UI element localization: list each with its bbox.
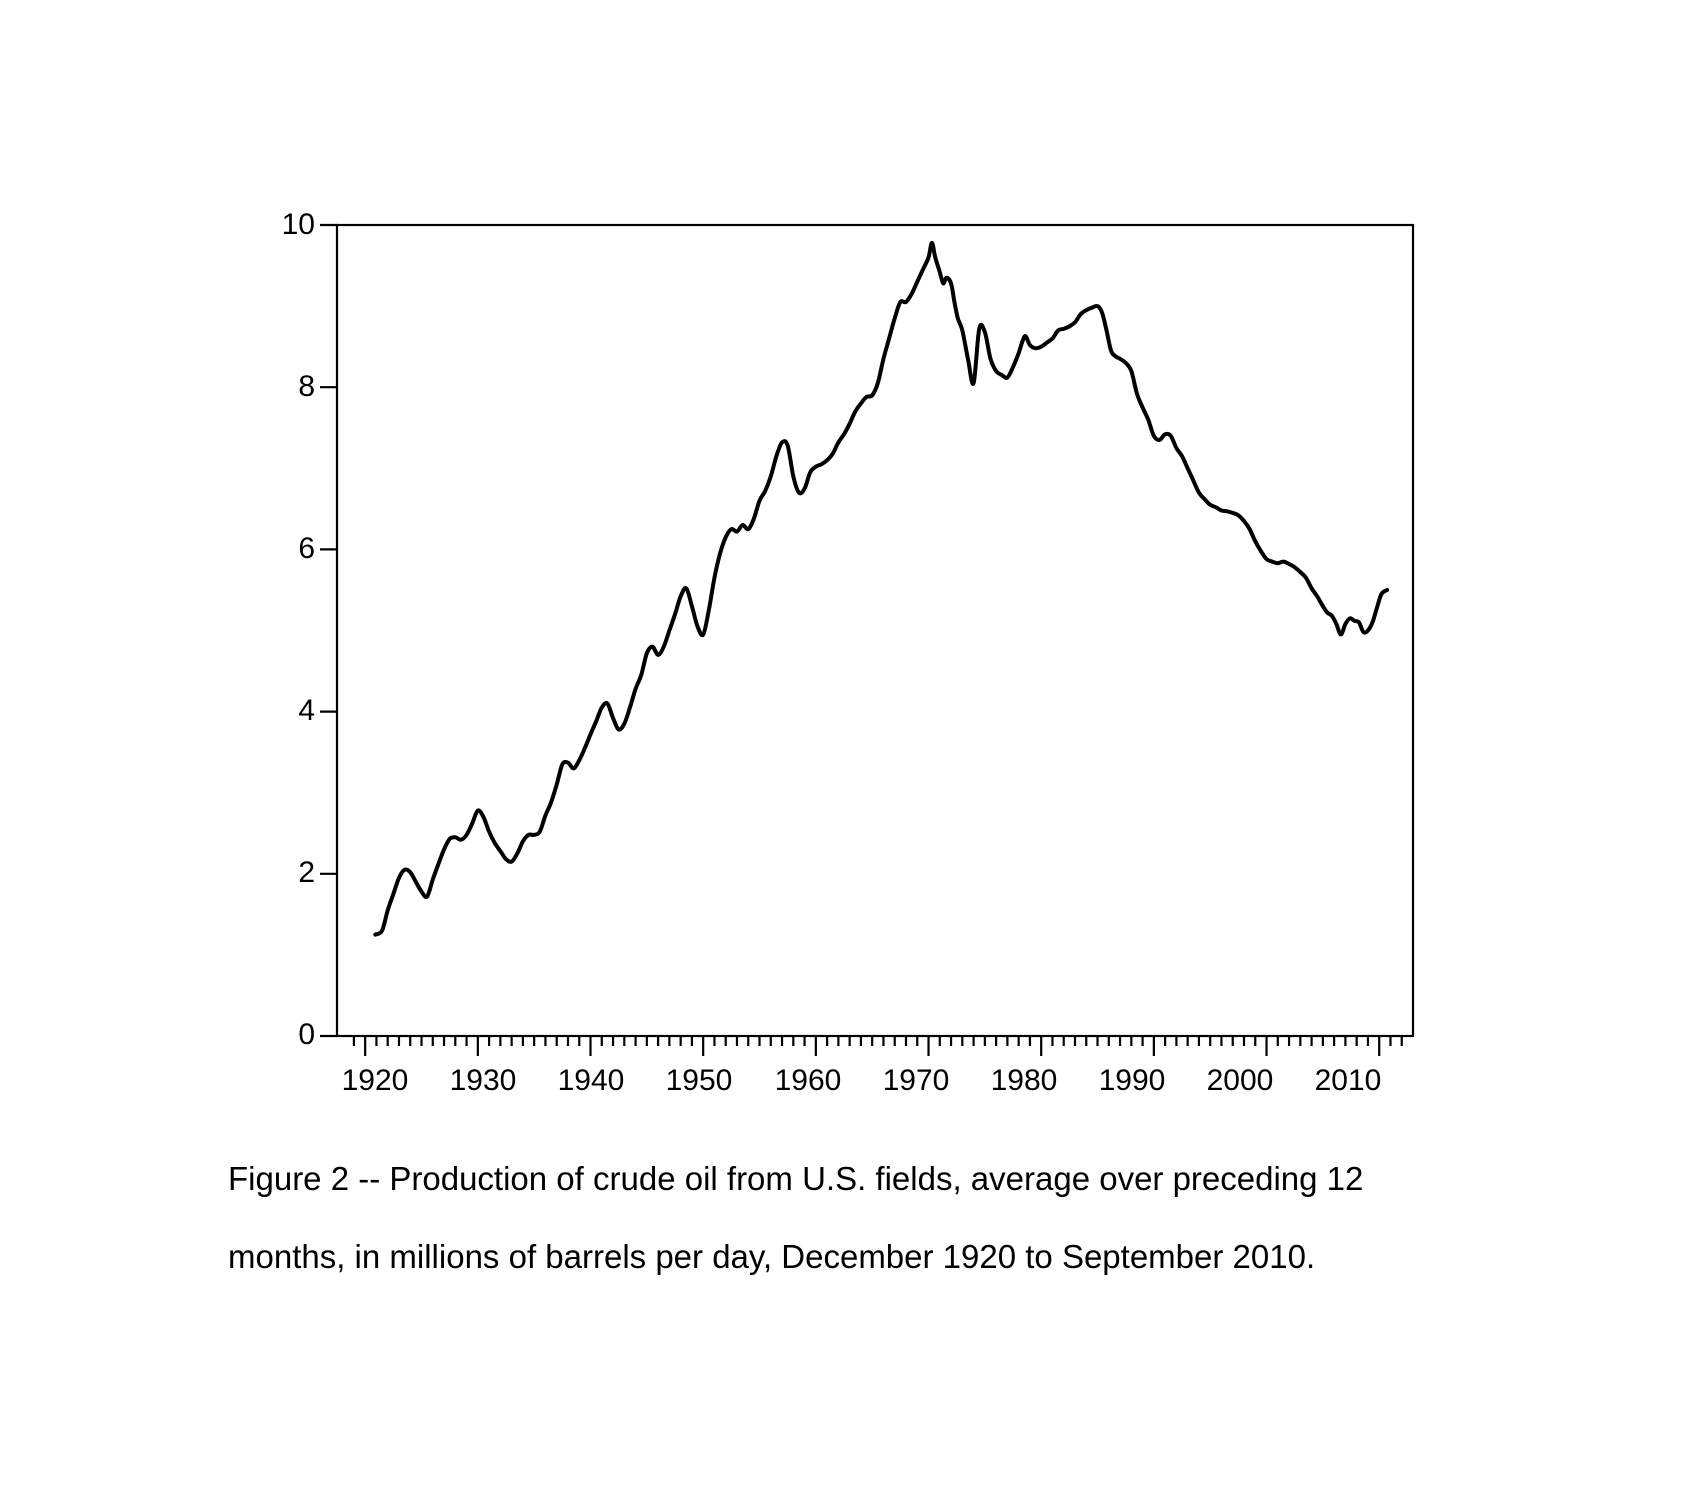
y-tick-label-10: 10	[281, 208, 315, 241]
y-tick-label-2: 2	[298, 856, 315, 889]
x-tick-label-1960: 1960	[774, 1064, 842, 1097]
y-tick-label-6: 6	[298, 532, 315, 565]
x-tick-label-1950: 1950	[665, 1064, 733, 1097]
x-tick-label-1970: 1970	[882, 1064, 950, 1097]
y-axis-ticks	[320, 223, 337, 1038]
crude-oil-production-line	[373, 240, 1390, 937]
x-tick-label-2000: 2000	[1206, 1064, 1274, 1097]
figure-caption: Figure 2 -- Production of crude oil from…	[228, 1140, 1488, 1296]
x-tick-label-1990: 1990	[1098, 1064, 1166, 1097]
x-tick-label-1980: 1980	[990, 1064, 1058, 1097]
caption-line-1: Figure 2 -- Production of crude oil from…	[228, 1160, 1364, 1197]
caption-line-2: months, in millions of barrels per day, …	[228, 1238, 1316, 1275]
y-tick-label-4: 4	[298, 694, 315, 727]
x-tick-label-1920: 1920	[341, 1064, 409, 1097]
x-tick-label-1940: 1940	[557, 1064, 625, 1097]
x-tick-label-2010: 2010	[1314, 1064, 1382, 1097]
x-axis-ticks	[352, 1036, 1403, 1056]
data-series-group	[373, 240, 1390, 937]
y-tick-label-0: 0	[298, 1018, 315, 1051]
y-tick-label-8: 8	[298, 370, 315, 403]
plot-frame	[335, 223, 1415, 1038]
plot-border	[335, 223, 1415, 1038]
x-tick-label-1930: 1930	[449, 1064, 517, 1097]
